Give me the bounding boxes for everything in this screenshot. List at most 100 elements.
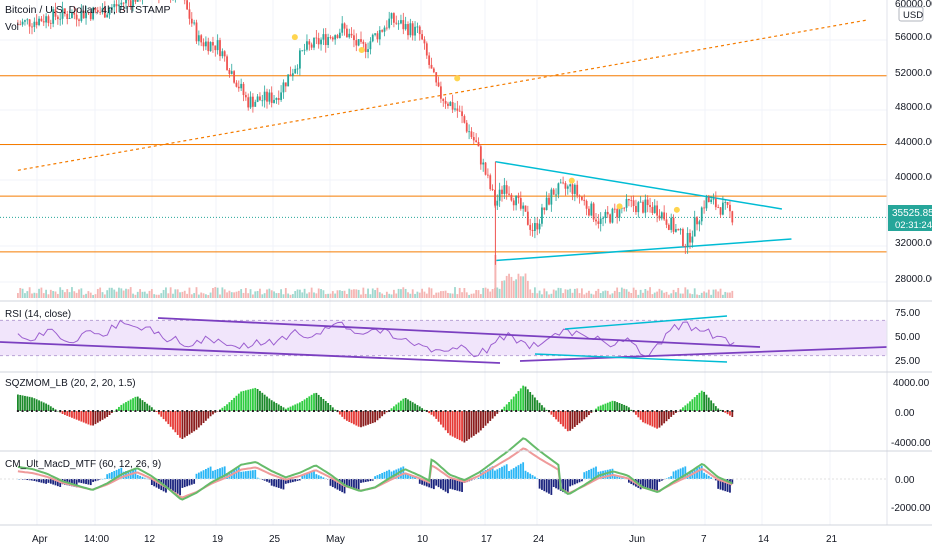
volume-bar	[726, 292, 729, 298]
macd-histogram-bar	[350, 479, 353, 489]
candle-body	[371, 34, 374, 42]
momentum-bar	[148, 405, 151, 411]
volume-bar	[254, 291, 257, 298]
momentum-bar	[357, 411, 360, 427]
macd-histogram-bar	[613, 476, 616, 479]
macd-title[interactable]: CM_Ult_MacD_MTF (60, 12, 26, 9)	[5, 459, 161, 470]
candle-body	[578, 195, 581, 197]
macd-histogram-bar	[724, 479, 727, 492]
momentum-bar	[397, 402, 400, 411]
symbol-title[interactable]: Bitcoin / U.S. Dollar, 4h, BITSTAMP	[5, 4, 171, 16]
macd-histogram-bar	[400, 467, 402, 479]
momentum-bar	[26, 396, 29, 411]
candle-body	[303, 49, 306, 51]
squeeze-dot	[237, 410, 240, 412]
macd-histogram-bar	[190, 479, 193, 485]
volume-bar	[33, 292, 36, 298]
candle-body	[71, 12, 73, 18]
momentum-bar	[604, 403, 607, 411]
candle-body	[505, 185, 508, 194]
macd-histogram-bar	[306, 473, 308, 479]
volume-bar	[595, 290, 597, 298]
price-panel[interactable]	[0, 0, 887, 298]
candle-body	[660, 212, 663, 219]
momentum-bar	[625, 405, 628, 411]
macd-histogram-bar	[461, 479, 463, 492]
squeeze-dot	[115, 410, 118, 412]
volume-bar	[548, 294, 550, 298]
signal-dot	[358, 46, 365, 53]
momentum-bar	[602, 404, 604, 411]
macd-histogram-bar	[440, 479, 442, 489]
macd-histogram-bar	[167, 479, 170, 488]
time-axis[interactable]: Apr 14:00 12 19 25 May 10 17 24 Jun 7 14…	[32, 534, 838, 545]
momentum-bar	[341, 411, 344, 417]
squeeze-dot	[228, 410, 231, 412]
squeeze-dot	[670, 410, 673, 412]
macd-panel[interactable]	[0, 437, 887, 501]
candle-body	[346, 28, 348, 38]
candle-body	[331, 37, 334, 40]
volume-bar	[322, 290, 325, 298]
macd-histogram-bar	[609, 469, 611, 479]
macd-histogram-bar	[296, 479, 299, 481]
squeeze-dot	[134, 410, 137, 412]
candle-body	[212, 42, 214, 46]
momentum-bar	[244, 390, 247, 411]
time-label: 7	[701, 534, 707, 545]
macd-histogram-bar	[308, 472, 311, 479]
macd-histogram-bar	[508, 471, 510, 479]
squeeze-dot	[167, 410, 170, 412]
candle-body	[569, 184, 572, 187]
momentum-bar	[705, 394, 708, 411]
squeeze-dot	[266, 410, 268, 412]
momentum-bar	[165, 411, 167, 422]
volume-bar	[360, 294, 362, 298]
time-label: 24	[533, 534, 545, 545]
volume-bar	[416, 291, 419, 298]
volume-bar	[296, 289, 299, 298]
price-axis[interactable]: 60000.00 56000.00 52000.00 48000.00 4400…	[886, 0, 932, 525]
macd-histogram-bar	[677, 469, 680, 479]
squeeze-dot	[679, 410, 682, 412]
candle-body	[87, 12, 90, 14]
candle-body	[301, 50, 304, 52]
volume-bar	[496, 287, 499, 298]
volume-bar	[397, 288, 400, 298]
momentum-bar	[212, 411, 214, 415]
candle-body	[393, 13, 395, 23]
volume-bar	[256, 291, 259, 298]
rsi-title[interactable]: RSI (14, close)	[5, 309, 71, 320]
currency-badge[interactable]	[898, 6, 924, 22]
momentum-bar	[656, 411, 658, 429]
macd-histogram-bar	[729, 479, 731, 493]
time-label: 19	[212, 534, 224, 545]
momentum-bar	[188, 411, 191, 435]
squeeze-dot	[195, 410, 198, 412]
volume-title[interactable]: Vol	[5, 22, 19, 33]
sqzmom-panel[interactable]	[16, 385, 734, 443]
macd-histogram-bar	[512, 468, 515, 479]
volume-bar	[299, 289, 301, 298]
momentum-bar	[543, 407, 546, 411]
volume-bar	[268, 288, 271, 298]
macd-histogram-bar	[409, 474, 412, 479]
momentum-bar	[19, 394, 22, 411]
candle-body	[205, 41, 207, 47]
candle-body	[209, 42, 212, 52]
candle-body	[529, 224, 532, 230]
momentum-bar	[517, 391, 520, 411]
momentum-bar	[620, 403, 623, 411]
candle-body	[219, 40, 221, 57]
momentum-bar	[449, 411, 452, 436]
candle-body	[273, 99, 275, 103]
volume-bar	[585, 292, 588, 298]
squeeze-dot	[322, 410, 325, 412]
sqzmom-title[interactable]: SQZMOM_LB (20, 2, 20, 1.5)	[5, 378, 136, 389]
macd-histogram-bar	[482, 471, 485, 479]
candle-body	[31, 26, 33, 28]
macd-histogram-bar	[338, 479, 341, 491]
macd-histogram-bar	[101, 478, 104, 480]
rsi-panel[interactable]	[0, 315, 888, 364]
